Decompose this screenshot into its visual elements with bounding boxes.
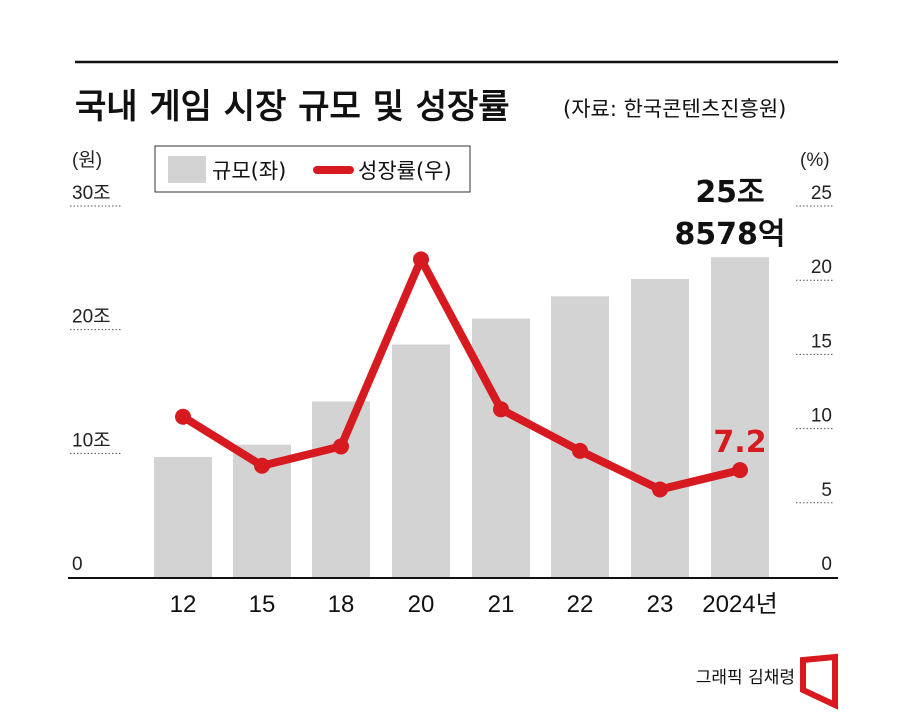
x-tick-label: 21 [488, 591, 515, 618]
left-tick-label: 10조 [72, 430, 111, 451]
bar-20 [392, 344, 450, 577]
right-tick-label: 10 [811, 406, 832, 427]
growth-point-20 [413, 251, 429, 268]
x-tick-label: 2024년 [702, 591, 777, 618]
legend-bar-swatch [168, 156, 206, 183]
bar-2024년 [711, 257, 769, 577]
last-point-annotation: 7.2 [713, 425, 766, 460]
growth-point-23 [652, 481, 668, 498]
x-tick-label: 15 [249, 591, 276, 618]
right-tick-label: 20 [811, 257, 832, 278]
legend-bar-label: 규모(좌) [212, 159, 286, 183]
x-tick-label: 12 [170, 591, 197, 618]
left-tick-label: 20조 [72, 307, 111, 328]
legend-line-label: 성장률(우) [358, 159, 452, 183]
right-axis-label: (%) [800, 150, 830, 171]
bar-18 [312, 401, 370, 577]
x-tick-label: 23 [647, 591, 674, 618]
right-tick-label: 0 [821, 554, 832, 575]
growth-point-18 [333, 438, 349, 455]
growth-rate-line [180, 255, 741, 494]
x-tick-label: 20 [408, 591, 435, 618]
right-tick-label: 5 [821, 480, 832, 501]
right-tick-label: 25 [811, 183, 832, 204]
last-bar-annotation-line2: 8578억 [674, 217, 785, 252]
bar-21 [472, 318, 530, 577]
growth-point-22 [572, 442, 588, 459]
left-tick-label: 30조 [72, 183, 111, 204]
growth-point-2024년 [732, 462, 748, 479]
left-axis-label: (원) [72, 149, 102, 171]
bar-12 [154, 457, 212, 577]
growth-point-12 [175, 408, 191, 425]
right-tick-label: 15 [811, 331, 832, 352]
x-tick-label: 18 [328, 591, 355, 618]
legend: 규모(좌) 성장률(우) [154, 145, 471, 193]
bar-23 [631, 278, 689, 577]
publisher-logo-icon [800, 653, 838, 710]
growth-point-21 [493, 401, 509, 418]
left-tick-label: 0 [72, 554, 83, 575]
source-note: (자료: 한국콘텐츠진흥원) [563, 97, 786, 121]
x-tick-label: 22 [567, 591, 594, 618]
chart-title: 국내 게임 시장 규모 및 성장률 [75, 87, 510, 127]
growth-point-15 [254, 457, 270, 474]
graphic-credit: 그래픽 김채령 [696, 668, 795, 688]
last-bar-annotation-line1: 25조 [695, 175, 764, 210]
